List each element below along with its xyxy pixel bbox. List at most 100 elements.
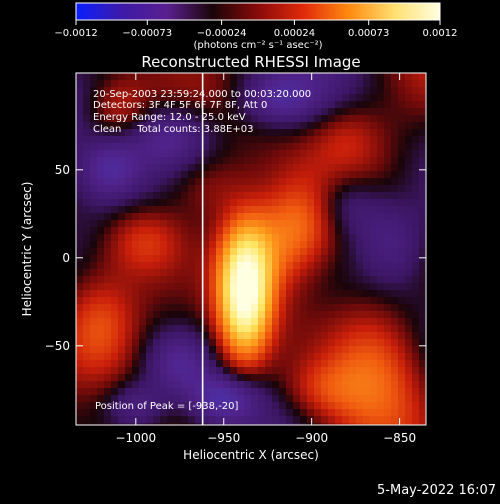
heatmap-cell <box>167 101 175 109</box>
heatmap-cell <box>83 129 91 137</box>
heatmap-cell <box>293 164 301 172</box>
heatmap-cell <box>188 241 196 249</box>
heatmap-cell <box>300 367 308 375</box>
heatmap-cell <box>237 346 245 354</box>
heatmap-cell <box>349 171 357 179</box>
heatmap-cell <box>188 213 196 221</box>
heatmap-cell <box>384 283 392 291</box>
heatmap-cell <box>412 388 420 396</box>
heatmap-cell <box>405 143 413 151</box>
heatmap-cell <box>223 318 231 326</box>
heatmap-cell <box>125 192 133 200</box>
heatmap-cell <box>265 332 273 340</box>
heatmap-cell <box>125 136 133 144</box>
heatmap-cell <box>251 94 259 102</box>
heatmap-cell <box>153 164 161 172</box>
heatmap-cell <box>244 318 252 326</box>
heatmap-cell <box>377 304 385 312</box>
heatmap-cell <box>174 192 182 200</box>
heatmap-cell <box>230 94 238 102</box>
heatmap-cell <box>265 248 273 256</box>
heatmap-cell <box>76 101 84 109</box>
heatmap-cell <box>384 297 392 305</box>
heatmap-cell <box>97 157 105 165</box>
heatmap-cell <box>265 129 273 137</box>
heatmap-cell <box>167 402 175 410</box>
heatmap-cell <box>174 304 182 312</box>
heatmap-cell <box>174 185 182 193</box>
heatmap-cell <box>398 395 406 403</box>
heatmap-cell <box>209 241 217 249</box>
heatmap-cell <box>405 269 413 277</box>
heatmap-cell <box>195 220 203 228</box>
heatmap-cell <box>419 353 426 361</box>
heatmap-cell <box>174 360 182 368</box>
heatmap-cell <box>83 276 91 284</box>
heatmap-cell <box>286 360 294 368</box>
heatmap-cell <box>356 220 364 228</box>
heatmap-cell <box>412 346 420 354</box>
heatmap-cell <box>293 206 301 214</box>
heatmap-cell <box>118 276 126 284</box>
heatmap-cell <box>384 353 392 361</box>
heatmap-cell <box>384 150 392 158</box>
heatmap-cell <box>125 304 133 312</box>
heatmap-cell <box>139 255 147 263</box>
heatmap-cell <box>97 185 105 193</box>
heatmap-cell <box>118 339 126 347</box>
heatmap-cell <box>83 150 91 158</box>
heatmap-cell <box>195 318 203 326</box>
heatmap-cell <box>195 276 203 284</box>
heatmap-cell <box>160 164 168 172</box>
heatmap-cell <box>202 416 210 424</box>
heatmap-cell <box>104 185 112 193</box>
heatmap-cell <box>174 276 182 284</box>
heatmap-cell <box>167 304 175 312</box>
heatmap-cell <box>216 395 224 403</box>
heatmap-cell <box>153 199 161 207</box>
heatmap-cell <box>174 129 182 137</box>
heatmap-cell <box>111 332 119 340</box>
heatmap-cell <box>223 402 231 410</box>
heatmap-cell <box>370 304 378 312</box>
heatmap-cell <box>272 164 280 172</box>
heatmap-cell <box>377 122 385 130</box>
heatmap-cell <box>328 80 336 88</box>
heatmap-cell <box>265 150 273 158</box>
heatmap-cell <box>216 248 224 256</box>
heatmap-cell <box>244 332 252 340</box>
heatmap-cell <box>244 220 252 228</box>
heatmap-cell <box>293 178 301 186</box>
heatmap-cell <box>342 157 350 165</box>
heatmap-cell <box>244 423 252 425</box>
heatmap-cell <box>370 339 378 347</box>
heatmap-cell <box>209 122 217 130</box>
heatmap-cell <box>132 262 140 270</box>
heatmap-cell <box>237 290 245 298</box>
heatmap-cell <box>118 129 126 137</box>
heatmap-cell <box>216 122 224 130</box>
heatmap-cell <box>160 80 168 88</box>
heatmap-cell <box>335 122 343 130</box>
heatmap-cell <box>160 304 168 312</box>
heatmap-cell <box>209 311 217 319</box>
heatmap-cell <box>321 206 329 214</box>
heatmap-cell <box>363 129 371 137</box>
heatmap-cell <box>391 220 399 228</box>
heatmap-cell <box>188 423 196 425</box>
heatmap-cell <box>370 150 378 158</box>
heatmap-cell <box>104 171 112 179</box>
heatmap-cell <box>139 171 147 179</box>
heatmap-cell <box>328 423 336 425</box>
heatmap-cell <box>258 234 266 242</box>
heatmap-cell <box>300 185 308 193</box>
heatmap-cell <box>356 227 364 235</box>
heatmap-cell <box>370 115 378 123</box>
heatmap-cell <box>356 297 364 305</box>
heatmap-cell <box>83 115 91 123</box>
heatmap-cell <box>384 227 392 235</box>
heatmap-cell <box>265 80 273 88</box>
heatmap-cell <box>125 87 133 95</box>
heatmap-cell <box>342 122 350 130</box>
heatmap-cell <box>230 395 238 403</box>
